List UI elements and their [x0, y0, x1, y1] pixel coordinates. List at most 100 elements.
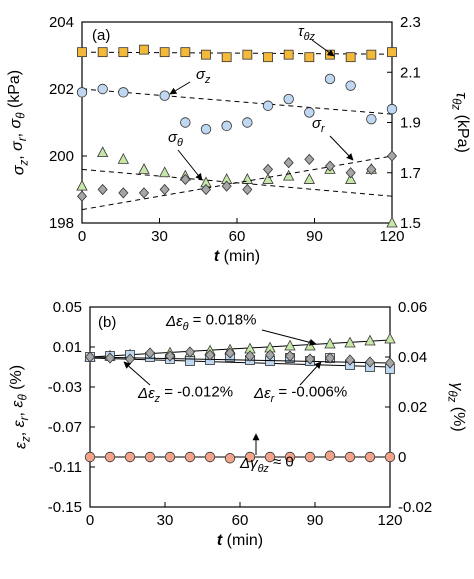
- data-point-gamma: [264, 451, 276, 463]
- trend-line-ez: [89, 357, 391, 368]
- series-gamma: [84, 450, 396, 464]
- panel-label: (a): [92, 27, 110, 44]
- left-axis-label: σz​, σr​, σθ​ (kPa): [6, 70, 31, 175]
- x-tick-label: 30: [151, 228, 168, 245]
- data-point-tau: [263, 52, 273, 63]
- data-point-sz: [262, 100, 274, 111]
- annotation-label: σθ​: [168, 129, 183, 149]
- data-point-sr: [345, 167, 356, 179]
- data-point-tau: [77, 47, 87, 58]
- trend-line-sz: [81, 88, 393, 115]
- annotation-arrow: [169, 81, 191, 95]
- series-tau: [77, 44, 397, 63]
- data-point-tau: [201, 49, 211, 60]
- data-point-etheta: [324, 337, 336, 349]
- annotation-label: Δεz​ = -0.012%: [137, 384, 233, 405]
- data-point-sr: [283, 157, 294, 169]
- data-point-sz: [242, 117, 253, 128]
- data-point-gamma: [364, 451, 376, 463]
- data-point-sz: [283, 93, 294, 105]
- annotation-arrow: [261, 329, 317, 346]
- panel-label: (b): [98, 314, 116, 331]
- data-point-tau: [304, 52, 315, 63]
- data-point-er: [84, 351, 96, 363]
- trend-line-etheta: [89, 339, 391, 358]
- data-point-sr: [221, 180, 232, 192]
- left-tick-label: 200: [49, 148, 74, 165]
- panel-b-chart: 0 30 60 90 120 t (min) -0.15 -0.11 -0.07 -0.03 0.0…: [8, 299, 467, 549]
- data-point-ez: [185, 356, 195, 366]
- data-point-gamma: [104, 451, 116, 463]
- data-point-sz: [97, 83, 108, 95]
- data-point-sz: [200, 123, 212, 135]
- right-tick-label: 0.02: [398, 399, 427, 416]
- data-point-sr: [200, 183, 212, 196]
- data-point-er: [224, 347, 236, 359]
- data-point-gamma: [244, 451, 256, 463]
- data-point-tau: [345, 52, 356, 63]
- annotation-arrow: [123, 361, 151, 386]
- right-tick-label: 0: [398, 449, 406, 466]
- annotation-label: σz​: [196, 66, 211, 86]
- data-point-tau: [325, 49, 335, 60]
- data-point-er: [204, 349, 216, 361]
- data-point-sz: [118, 87, 129, 98]
- data-point-stheta: [283, 169, 295, 181]
- annotation-label: Δγθz​ ≈ 0: [239, 454, 294, 475]
- annotation-arrow: [329, 135, 354, 161]
- data-point-sr: [262, 163, 274, 175]
- data-point-etheta: [364, 334, 376, 346]
- left-tick-label: 198: [49, 215, 74, 232]
- series-stheta: [76, 146, 398, 228]
- data-point-tau: [139, 44, 149, 55]
- x-axis-label: t (min): [217, 532, 263, 549]
- data-point-gamma: [184, 451, 196, 463]
- data-point-sz: [386, 103, 398, 115]
- left-tick-label: -0.15: [48, 499, 82, 516]
- data-point-sr: [97, 183, 108, 196]
- data-point-sr: [324, 160, 336, 172]
- data-point-er: [384, 357, 396, 369]
- right-tick-label: 0.06: [398, 299, 427, 316]
- annotation-arrow: [311, 39, 335, 57]
- data-point-sz: [304, 107, 315, 118]
- data-point-er: [364, 356, 376, 368]
- trend-line-tau: [81, 51, 393, 55]
- data-point-er: [144, 347, 156, 359]
- data-point-er: [344, 354, 356, 366]
- panel-a-chart: 0 30 60 90 120 t (min) 198 200 202 204 1.5 1.7 1.9 2.…: [6, 14, 471, 265]
- left-tick-label: -0.07: [48, 419, 82, 436]
- annotation-arrow: [299, 361, 322, 386]
- data-point-gamma: [144, 451, 156, 463]
- series-er: [84, 346, 396, 369]
- right-tick-label: 0.04: [398, 349, 427, 366]
- data-point-tau: [366, 49, 377, 60]
- annotation-arrow: [177, 149, 203, 181]
- data-point-gamma: [224, 453, 236, 464]
- data-point-gamma: [164, 451, 176, 463]
- data-point-stheta: [386, 216, 398, 228]
- data-point-er: [244, 350, 256, 362]
- data-point-tau: [221, 52, 232, 63]
- data-point-gamma: [84, 451, 96, 463]
- data-point-sr: [180, 173, 191, 186]
- annotation-label: Δεθ​ = 0.018%: [165, 312, 256, 333]
- data-point-sr: [366, 163, 377, 175]
- right-axis-label: γθz​ (%): [445, 382, 467, 431]
- left-tick-label: 202: [49, 81, 74, 98]
- right-tick-label: 2.3: [400, 14, 421, 31]
- right-axis-label: τθz​ (kPa): [449, 92, 471, 153]
- data-point-er: [264, 349, 276, 361]
- data-point-gamma: [304, 451, 316, 463]
- data-point-stheta: [159, 166, 171, 178]
- data-point-tau: [159, 47, 170, 58]
- x-tick-label: 120: [379, 228, 404, 245]
- x-tick-label: 90: [307, 512, 324, 529]
- x-tick-label: 0: [78, 228, 86, 245]
- left-tick-label: -0.11: [49, 459, 82, 476]
- left-axis-label: εz​, εr​, εθ​ (%): [8, 365, 33, 449]
- data-point-sz: [180, 117, 191, 128]
- data-point-etheta: [384, 332, 396, 344]
- data-point-sz: [159, 90, 170, 101]
